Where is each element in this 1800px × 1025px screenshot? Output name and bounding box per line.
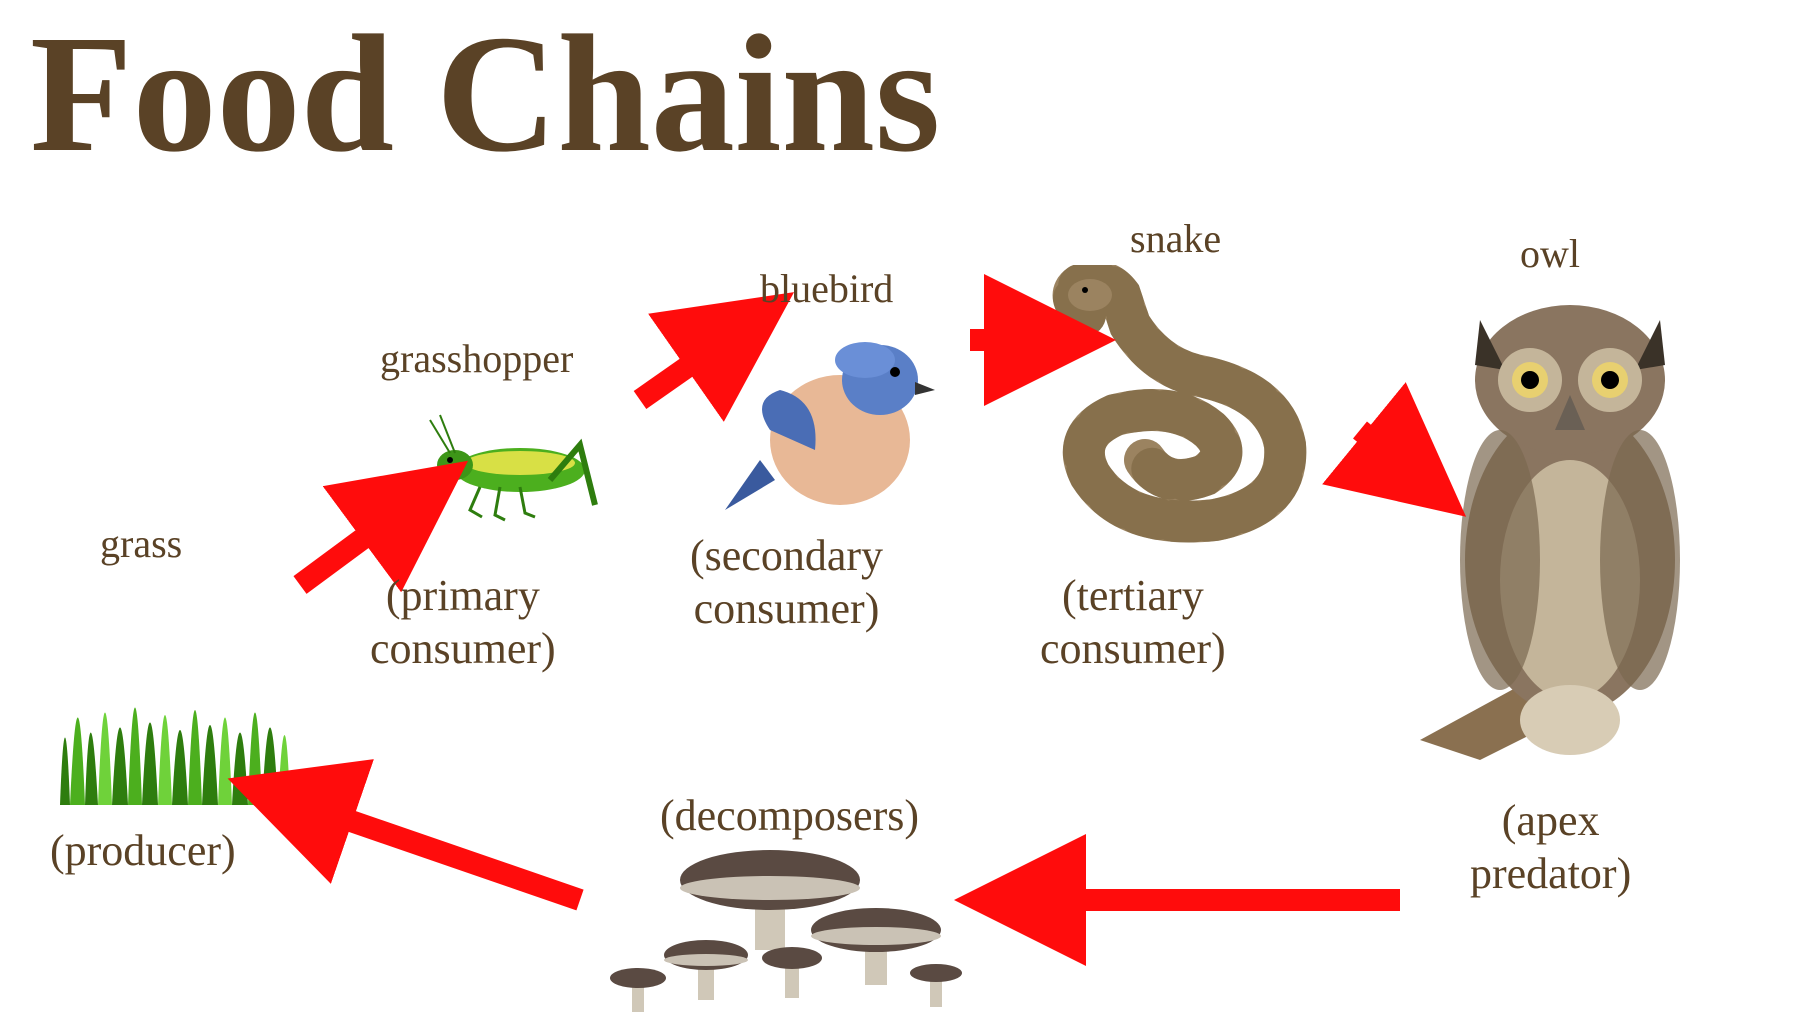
mushrooms-role: (decomposers) [660, 790, 919, 843]
grasshopper-illustration [410, 395, 610, 545]
arrow-mushrooms-to-grass [290, 800, 580, 900]
grass-role: (producer) [50, 825, 236, 878]
bluebird-label: bluebird [760, 265, 893, 313]
bluebird-role: (secondaryconsumer) [690, 530, 883, 636]
mushrooms-illustration [600, 830, 980, 1020]
owl-role: (apexpredator) [1470, 795, 1631, 901]
grass-label: grass [100, 520, 182, 568]
snake-label: snake [1130, 215, 1221, 263]
bluebird-illustration [720, 310, 960, 520]
grass-illustration [50, 570, 300, 810]
diagram-title: Food Chains [30, 10, 940, 178]
grasshopper-role: (primaryconsumer) [370, 570, 556, 676]
snake-illustration [1035, 265, 1340, 545]
owl-label: owl [1520, 230, 1580, 278]
owl-illustration [1400, 280, 1730, 770]
grasshopper-label: grasshopper [380, 335, 573, 383]
snake-role: (tertiaryconsumer) [1040, 570, 1226, 676]
